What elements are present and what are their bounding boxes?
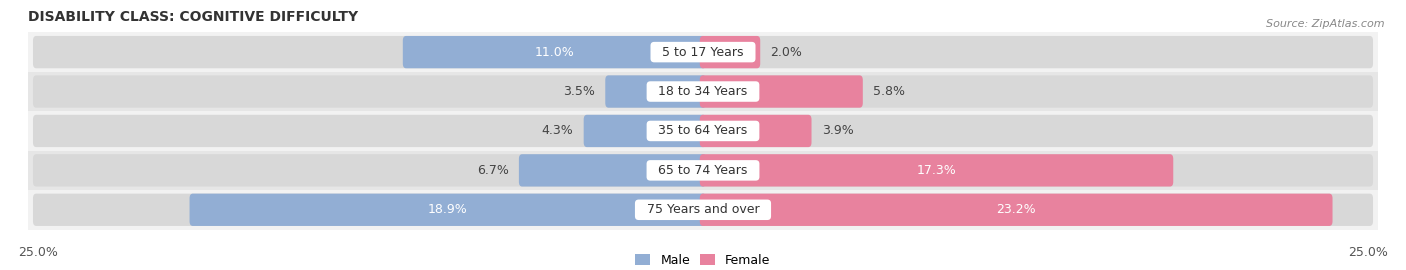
FancyBboxPatch shape: [605, 75, 706, 108]
Text: 25.0%: 25.0%: [1348, 246, 1388, 259]
FancyBboxPatch shape: [32, 115, 1374, 147]
Text: 35 to 64 Years: 35 to 64 Years: [651, 124, 755, 137]
Text: 25.0%: 25.0%: [18, 246, 58, 259]
Text: 18.9%: 18.9%: [427, 203, 468, 216]
Text: 3.5%: 3.5%: [564, 85, 595, 98]
FancyBboxPatch shape: [700, 154, 1173, 187]
Text: 65 to 74 Years: 65 to 74 Years: [651, 164, 755, 177]
Text: 5.8%: 5.8%: [873, 85, 905, 98]
FancyBboxPatch shape: [32, 194, 1374, 226]
FancyBboxPatch shape: [700, 75, 863, 108]
Bar: [28, 190, 1378, 230]
FancyBboxPatch shape: [190, 194, 706, 226]
FancyBboxPatch shape: [32, 154, 1374, 187]
Text: 11.0%: 11.0%: [534, 46, 575, 59]
Text: 3.9%: 3.9%: [821, 124, 853, 137]
Text: 23.2%: 23.2%: [997, 203, 1036, 216]
Text: Source: ZipAtlas.com: Source: ZipAtlas.com: [1267, 19, 1385, 29]
FancyBboxPatch shape: [700, 194, 1333, 226]
FancyBboxPatch shape: [700, 115, 811, 147]
FancyBboxPatch shape: [402, 36, 706, 68]
Legend: Male, Female: Male, Female: [636, 254, 770, 266]
FancyBboxPatch shape: [700, 36, 761, 68]
Text: 5 to 17 Years: 5 to 17 Years: [654, 46, 752, 59]
Text: DISABILITY CLASS: COGNITIVE DIFFICULTY: DISABILITY CLASS: COGNITIVE DIFFICULTY: [28, 10, 359, 24]
Text: 4.3%: 4.3%: [541, 124, 574, 137]
Bar: [28, 151, 1378, 190]
Text: 2.0%: 2.0%: [770, 46, 803, 59]
Text: 17.3%: 17.3%: [917, 164, 956, 177]
Bar: [28, 72, 1378, 111]
Text: 6.7%: 6.7%: [477, 164, 509, 177]
Text: 18 to 34 Years: 18 to 34 Years: [651, 85, 755, 98]
FancyBboxPatch shape: [32, 36, 1374, 68]
FancyBboxPatch shape: [583, 115, 706, 147]
FancyBboxPatch shape: [519, 154, 706, 187]
FancyBboxPatch shape: [32, 75, 1374, 108]
Text: 75 Years and over: 75 Years and over: [638, 203, 768, 216]
Bar: [28, 32, 1378, 72]
Bar: [28, 111, 1378, 151]
